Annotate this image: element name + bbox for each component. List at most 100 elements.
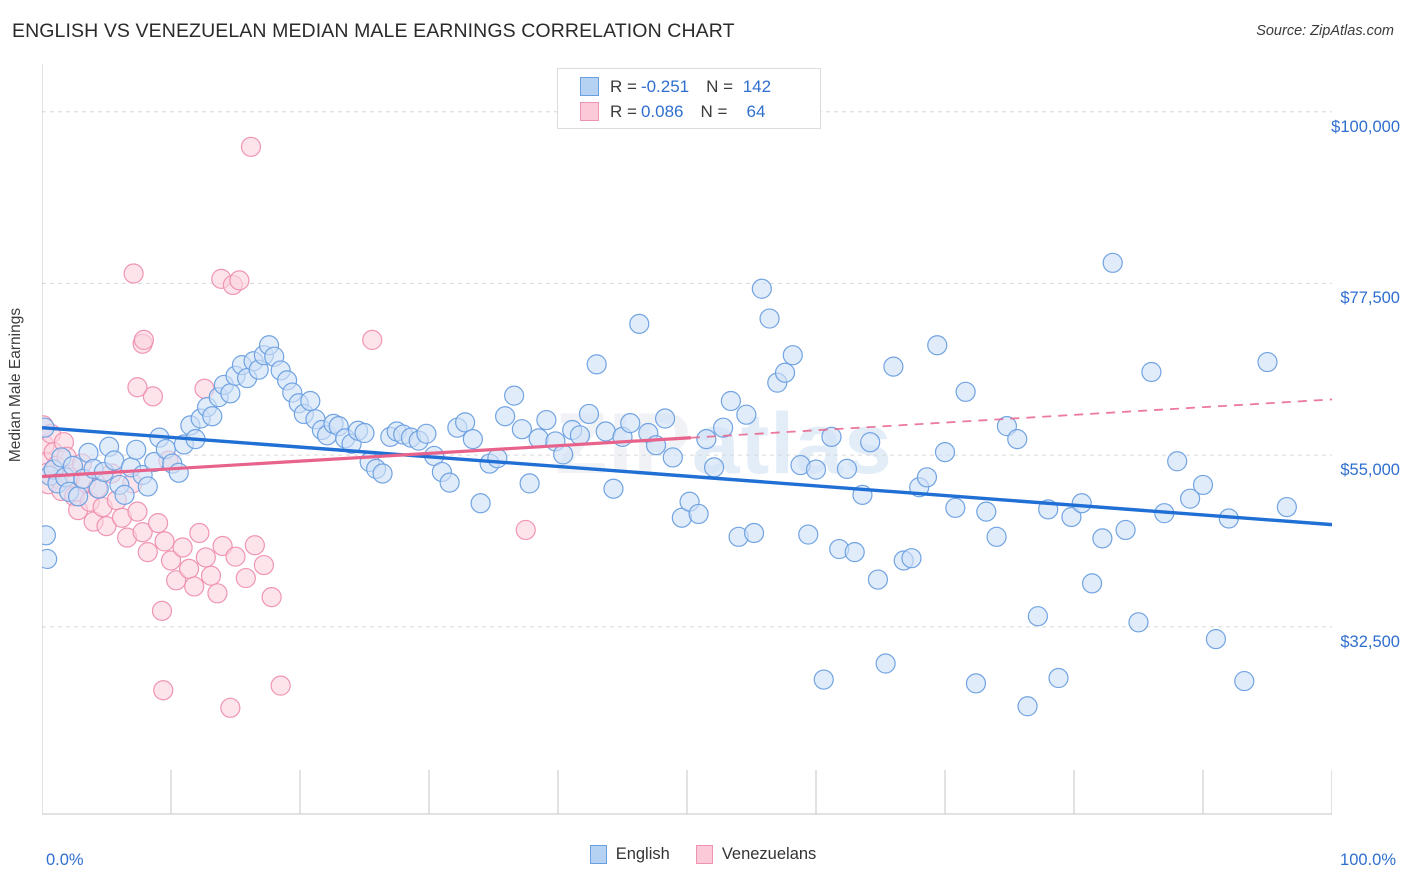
data-point xyxy=(270,675,291,696)
data-point xyxy=(774,362,796,383)
data-point xyxy=(126,439,147,460)
data-point xyxy=(965,673,987,694)
axes xyxy=(42,64,1332,815)
data-point xyxy=(104,450,125,471)
data-point xyxy=(160,550,182,571)
data-point xyxy=(901,548,922,569)
english-n-value: 142 xyxy=(742,76,772,96)
data-point xyxy=(578,403,600,425)
data-point xyxy=(1017,696,1038,717)
data-point xyxy=(720,390,741,412)
data-point xyxy=(511,419,532,440)
data-point xyxy=(916,467,938,488)
legend-label-english: English xyxy=(615,845,670,863)
data-point xyxy=(244,535,265,556)
data-point xyxy=(1192,474,1214,496)
data-point xyxy=(240,136,262,157)
data-point xyxy=(782,345,803,366)
data-point xyxy=(1234,670,1255,692)
data-point xyxy=(875,653,896,674)
stats-row-venezuelans: R = 0.086 N = 64 xyxy=(558,99,820,124)
data-point xyxy=(927,335,948,356)
legend-label-venezuelans: Venezuelans xyxy=(721,845,817,863)
stats-row-english: R = -0.251 N = 142 xyxy=(558,74,820,99)
data-point xyxy=(945,497,966,518)
page-title: ENGLISH VS VENEZUELAN MEDIAN MALE EARNIN… xyxy=(12,20,735,42)
y-axis-title-label: Median Male Earnings xyxy=(7,307,25,463)
legend-swatch-english xyxy=(589,845,607,864)
data-point xyxy=(189,522,210,544)
data-point xyxy=(821,426,842,447)
data-point xyxy=(168,462,189,483)
y-axis-title: Median Male Earnings xyxy=(4,0,28,770)
data-point xyxy=(1179,488,1201,509)
data-point xyxy=(137,541,158,563)
data-point xyxy=(867,569,889,590)
data-point xyxy=(220,383,241,404)
data-point xyxy=(1128,612,1149,633)
y-axis-tick-label: $100,000 xyxy=(1331,117,1400,136)
data-point xyxy=(200,565,222,586)
venezuelan-color-swatch xyxy=(580,102,599,121)
data-point xyxy=(519,473,540,494)
data-point xyxy=(515,519,536,541)
data-point xyxy=(813,669,834,690)
data-point xyxy=(147,512,169,534)
data-point xyxy=(1102,252,1123,273)
data-point xyxy=(805,459,827,480)
data-point xyxy=(713,417,734,438)
data-point xyxy=(798,524,819,545)
data-point xyxy=(1081,573,1103,594)
data-point xyxy=(629,313,650,334)
data-point xyxy=(123,263,144,284)
data-point xyxy=(455,412,476,433)
data-point xyxy=(553,444,574,465)
data-point xyxy=(883,356,904,377)
data-point xyxy=(620,413,641,434)
data-point xyxy=(595,421,616,442)
data-point xyxy=(127,501,148,522)
source-attribution: Source: ZipAtlas.com xyxy=(1256,23,1394,39)
data-point xyxy=(504,385,525,406)
data-point xyxy=(235,567,256,589)
data-point xyxy=(153,680,174,701)
data-point xyxy=(114,484,135,505)
data-point xyxy=(462,429,483,450)
y-axis-tick-label: $55,000 xyxy=(1340,461,1400,480)
data-point xyxy=(184,576,205,597)
data-point xyxy=(1061,506,1082,528)
data-point xyxy=(88,478,109,499)
scatter-plot-svg xyxy=(42,64,1332,815)
english-n-label: N = xyxy=(706,76,734,96)
venezuelan-n-value: 64 xyxy=(746,101,766,121)
series-legend: English Venezuelans xyxy=(0,845,1406,864)
legend-item-english[interactable]: English xyxy=(589,845,670,864)
data-point xyxy=(42,548,58,570)
data-point xyxy=(261,587,282,608)
data-point xyxy=(495,406,516,427)
legend-swatch-venezuelans xyxy=(695,845,713,864)
data-point xyxy=(844,541,865,563)
data-point xyxy=(151,600,173,621)
data-point xyxy=(569,425,591,446)
data-point xyxy=(229,270,250,291)
data-point xyxy=(1048,667,1069,689)
data-point xyxy=(154,531,175,552)
data-point xyxy=(1027,606,1048,627)
data-point xyxy=(133,329,155,351)
data-point xyxy=(688,503,709,525)
data-point xyxy=(166,570,187,591)
data-point xyxy=(1115,519,1136,541)
data-point xyxy=(372,463,393,484)
data-point xyxy=(142,386,164,407)
legend-item-venezuelans[interactable]: Venezuelans xyxy=(695,845,817,864)
venezuelan-n-label: N = xyxy=(700,101,728,121)
english-r-label: R = xyxy=(610,76,637,96)
data-point xyxy=(137,476,158,497)
data-point xyxy=(207,583,228,604)
data-point xyxy=(225,546,246,567)
data-point xyxy=(300,390,321,412)
data-point xyxy=(662,447,683,468)
data-point xyxy=(1257,351,1278,373)
